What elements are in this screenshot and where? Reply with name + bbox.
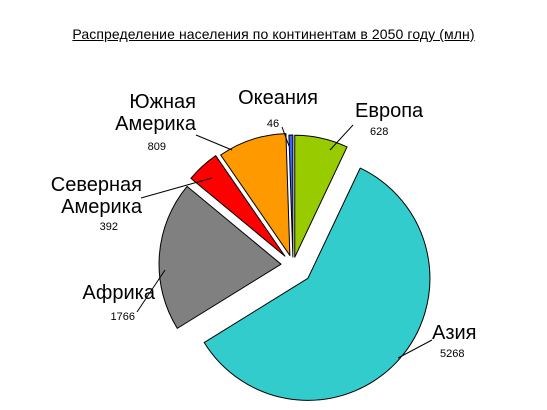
pie-slice-north-america (190, 155, 286, 257)
category-label-africa: Африка (82, 282, 156, 304)
value-label-africa: 1766 (111, 311, 135, 323)
category-label-asia: Азия (432, 322, 477, 344)
value-label-south-america: 809 (148, 141, 166, 153)
leader-line-oceania (281, 126, 290, 147)
value-label-asia: 5268 (440, 348, 464, 360)
value-label-europe: 628 (370, 126, 388, 138)
pie-slice-europe (294, 134, 348, 258)
leader-line-africa (136, 269, 166, 313)
pie-slice-south-america (220, 133, 291, 257)
category-label-north-america: Северная Америка (51, 174, 143, 218)
chart-title: Распределение населения по континентам в… (72, 26, 475, 42)
pie-slice-oceania (288, 134, 294, 258)
leader-line-europe (329, 124, 354, 151)
value-label-north-america: 392 (100, 221, 118, 233)
leader-line-north-america (140, 177, 213, 199)
value-label-oceania: 46 (267, 118, 279, 130)
category-label-south-america: Южная Америка (115, 91, 197, 135)
leader-line-south-america (195, 134, 233, 151)
leader-line-asia (397, 339, 433, 359)
category-label-europe: Европа (355, 100, 424, 122)
category-label-oceania: Океания (238, 87, 318, 109)
pie-slice-africa (158, 185, 282, 329)
pie-slice-asia (203, 167, 431, 401)
